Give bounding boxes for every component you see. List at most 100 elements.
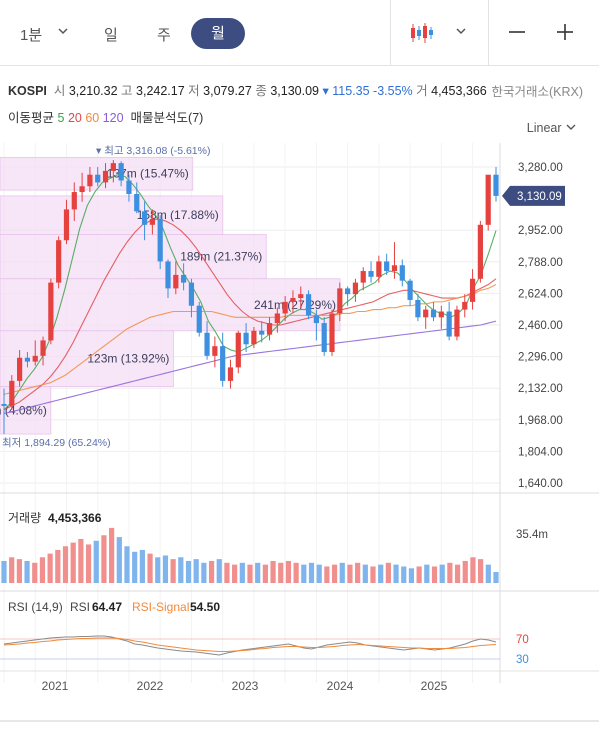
- candle-body: [407, 280, 413, 300]
- candle-body: [376, 261, 382, 277]
- candle-body: [454, 309, 460, 337]
- candle-body: [368, 271, 374, 277]
- volume-axis-tick: 35.4m: [516, 529, 548, 541]
- volume-bar: [324, 566, 330, 583]
- toolbar-divider: [488, 0, 489, 66]
- volume-bar: [339, 562, 345, 583]
- volume-title: 거래량: [8, 511, 41, 525]
- volume-profile-label: 36.1m (4.08%): [0, 403, 47, 417]
- change-pct: -3.55%: [373, 84, 413, 98]
- chevron-down-icon[interactable]: [455, 24, 467, 43]
- rsi-signal-label: RSI-Signal: [132, 600, 189, 614]
- candle-body: [438, 311, 444, 318]
- candle-body: [110, 163, 116, 171]
- volume-bar: [101, 535, 107, 583]
- volume-bar: [301, 564, 307, 583]
- volume-bar: [170, 559, 176, 583]
- scale-mode-select[interactable]: Linear: [527, 121, 577, 135]
- ma-legend[interactable]: 이동평균 5 20 60 120 매물분석도(7): [8, 107, 203, 126]
- candle-body: [282, 301, 288, 314]
- volume-profile-bar: [0, 386, 52, 435]
- candle-body: [118, 163, 124, 181]
- timeframe-minute-select[interactable]: 1분: [20, 27, 43, 44]
- volume-bar: [331, 564, 338, 583]
- time-axis: 2021 2022 2023 2024 2025: [0, 670, 599, 722]
- candle-body: [220, 346, 226, 381]
- volume-bar: [454, 564, 461, 583]
- candle-body: [173, 274, 179, 289]
- open-value: 3,210.32: [68, 84, 118, 98]
- exchange-label: 한국거래소(KRX): [491, 85, 583, 99]
- timeframe-week-button[interactable]: 주: [157, 27, 171, 44]
- volume-bar: [385, 562, 391, 583]
- candle-body: [235, 332, 241, 368]
- candle-body: [204, 332, 210, 356]
- timeframe-month-button[interactable]: 월: [191, 18, 245, 49]
- volume-bar: [485, 564, 491, 583]
- volume-profile-label: 189m (21.37%): [180, 250, 262, 264]
- ma120-line: [3, 320, 497, 415]
- moving-average-lines: [3, 174, 497, 415]
- minus-icon[interactable]: [508, 23, 526, 46]
- volume-profile-label: 137m (15.47%): [107, 167, 189, 181]
- last-price-label: 3,130.09: [517, 191, 562, 203]
- volume-bar: [24, 560, 30, 583]
- timeframe-day-button[interactable]: 일: [104, 27, 118, 44]
- rsi-signal-line: [3, 637, 497, 652]
- candle-body: [17, 357, 23, 381]
- candle-body: [95, 174, 101, 183]
- candle-body: [87, 174, 93, 187]
- candle-body: [9, 380, 15, 406]
- volume-bar: [393, 564, 399, 583]
- volume-bar: [262, 564, 268, 583]
- volume-bar: [208, 560, 215, 583]
- candle-body: [48, 282, 54, 341]
- volume-bar: [316, 564, 322, 583]
- candle-body: [313, 315, 319, 324]
- candle-body: [227, 367, 234, 381]
- time-tick-label: 2022: [137, 679, 164, 693]
- time-tick-label: 2025: [421, 679, 448, 693]
- candle-body: [181, 274, 187, 283]
- price-tick-label: 3,280.00: [518, 162, 563, 174]
- volume-bar: [70, 542, 76, 583]
- volume-bar: [347, 564, 353, 583]
- rsi-value: 64.47: [92, 600, 122, 614]
- volume-bar: [39, 557, 46, 583]
- candle-body: [360, 271, 366, 283]
- candle-body: [337, 288, 343, 314]
- volume-bar: [424, 564, 430, 583]
- candle-body: [134, 193, 140, 212]
- high-label: 고: [121, 84, 133, 98]
- candlestick-icon[interactable]: [410, 22, 434, 49]
- close-value: 3,130.09: [270, 84, 319, 98]
- candle-body: [290, 298, 296, 302]
- volume-profile-bar: [0, 234, 267, 280]
- volume-bar: [378, 564, 384, 583]
- ma-period-120: 120: [102, 111, 124, 125]
- volume-bar: [462, 560, 468, 583]
- candle-body: [212, 346, 218, 356]
- volume-bar: [293, 562, 299, 583]
- volume-bar: [439, 564, 445, 583]
- volume-bar: [147, 553, 153, 583]
- candle-body: [462, 301, 468, 310]
- volume-bar: [216, 559, 222, 583]
- volume-bar: [93, 540, 99, 583]
- price-chart[interactable]: 137m (15.47%) 158m (17.88%) 189m (21.37%) 2…: [0, 143, 599, 743]
- time-tick-label: 2021: [42, 679, 69, 693]
- time-tick-label: 2024: [327, 679, 354, 693]
- price-tick-label: 1,968.00: [518, 415, 563, 427]
- volume-bar: [308, 562, 315, 583]
- volume-bar: [408, 568, 415, 583]
- candle-body: [446, 311, 452, 337]
- last-price-tag: [502, 185, 565, 206]
- candle-body: [493, 174, 499, 196]
- volume-bar: [232, 564, 238, 583]
- chevron-down-icon[interactable]: [57, 24, 69, 43]
- volume-bar: [224, 562, 230, 583]
- plus-icon[interactable]: [556, 23, 574, 46]
- candle-body: [1, 404, 7, 406]
- price-tick-label: 1,640.00: [518, 478, 563, 490]
- candle-body: [32, 355, 38, 362]
